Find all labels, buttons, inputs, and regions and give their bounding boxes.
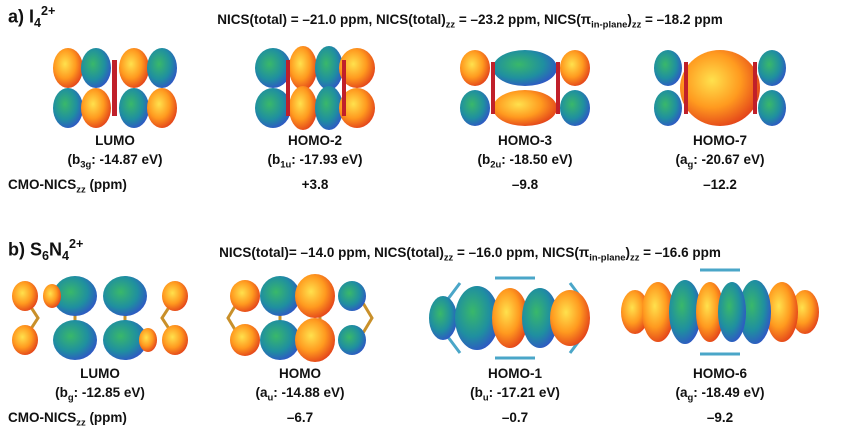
orbital-homo2-a xyxy=(255,46,375,130)
text-segment: (b xyxy=(470,385,483,400)
text-segment: NICS(total) = –21.0 ppm, NICS(total) xyxy=(217,12,445,27)
text-segment: zz xyxy=(76,417,85,428)
orbital-homo7-a xyxy=(654,50,786,126)
text-segment: 2u xyxy=(490,159,501,170)
row-label: CMO-NICSzz (ppm) xyxy=(8,177,127,195)
orbital-energy: (b1u: -17.93 eV) xyxy=(267,152,362,170)
text-segment: N xyxy=(49,240,62,260)
orbital-energy: (ag: -18.49 eV) xyxy=(675,385,764,403)
text-segment: 6 xyxy=(42,249,49,263)
orbital-energy: (ag: -20.67 eV) xyxy=(675,152,764,170)
text-segment: 4 xyxy=(62,249,69,263)
text-segment: (b xyxy=(67,152,80,167)
text-segment: in-plane xyxy=(589,252,625,263)
orbital-name: HOMO-2 xyxy=(288,133,342,148)
panel-label: a) I42+ xyxy=(8,4,55,30)
text-segment: 1u xyxy=(280,159,291,170)
orbital-energy: (bg: -12.85 eV) xyxy=(55,385,145,403)
orbital-homo-b xyxy=(228,274,372,362)
text-segment: zz xyxy=(446,19,455,30)
text-segment: zz xyxy=(76,184,85,195)
text-segment: : -12.85 eV) xyxy=(74,385,145,400)
cmo-nics-value: +3.8 xyxy=(302,177,329,192)
text-segment: = –23.2 ppm, NICS(π xyxy=(455,12,591,27)
text-segment: (b xyxy=(477,152,490,167)
text-segment: : -14.87 eV) xyxy=(91,152,162,167)
nics-summary: NICS(total)= –14.0 ppm, NICS(total)zz = … xyxy=(219,245,721,263)
orbital-name: HOMO xyxy=(279,366,321,381)
text-segment: : -17.93 eV) xyxy=(291,152,362,167)
text-segment: (b xyxy=(267,152,280,167)
text-segment: in-plane xyxy=(591,19,627,30)
text-segment: : -14.88 eV) xyxy=(273,385,344,400)
text-segment: 4 xyxy=(34,16,41,30)
cmo-nics-value: –9.8 xyxy=(512,177,538,192)
text-segment: zz xyxy=(630,252,639,263)
cmo-nics-value: –9.2 xyxy=(707,410,733,425)
nics-summary: NICS(total) = –21.0 ppm, NICS(total)zz =… xyxy=(217,12,722,30)
text-segment: : -18.49 eV) xyxy=(693,385,764,400)
orbital-name: LUMO xyxy=(80,366,120,381)
orbital-name: HOMO-7 xyxy=(693,133,747,148)
cmo-nics-value: –0.7 xyxy=(502,410,528,425)
orbital-name: HOMO-3 xyxy=(498,133,552,148)
orbital-energy: (au: -14.88 eV) xyxy=(255,385,344,403)
text-segment: zz xyxy=(444,252,453,263)
text-segment: : -20.67 eV) xyxy=(693,152,764,167)
orbital-homo3-a xyxy=(460,50,590,126)
orbital-homo1-b xyxy=(429,278,590,358)
text-segment: (a xyxy=(675,152,687,167)
text-segment: (ppm) xyxy=(86,177,127,192)
text-segment: = –18.2 ppm xyxy=(641,12,722,27)
figure: a) I42+NICS(total) = –21.0 ppm, NICS(tot… xyxy=(0,0,845,432)
orbital-name: HOMO-6 xyxy=(693,366,747,381)
text-segment: a) I xyxy=(8,7,34,27)
text-segment: (b xyxy=(55,385,68,400)
text-segment: (a xyxy=(255,385,267,400)
text-segment: (ppm) xyxy=(86,410,127,425)
text-segment: CMO-NICS xyxy=(8,410,76,425)
text-segment: : -18.50 eV) xyxy=(501,152,572,167)
panel-label: b) S6N42+ xyxy=(8,237,83,263)
text-segment: b) S xyxy=(8,240,42,260)
text-segment: 3g xyxy=(80,159,91,170)
text-segment: = –16.6 ppm xyxy=(639,245,720,260)
orbital-name: HOMO-1 xyxy=(488,366,542,381)
orbital-name: LUMO xyxy=(95,133,135,148)
text-segment: : -17.21 eV) xyxy=(489,385,560,400)
text-segment: CMO-NICS xyxy=(8,177,76,192)
orbital-lumo-b xyxy=(12,276,188,360)
text-segment: zz xyxy=(632,19,641,30)
text-segment: (a xyxy=(675,385,687,400)
text-segment: NICS(total)= –14.0 ppm, NICS(total) xyxy=(219,245,444,260)
text-segment: 2+ xyxy=(69,237,83,251)
orbital-energy: (bu: -17.21 eV) xyxy=(470,385,560,403)
cmo-nics-value: –12.2 xyxy=(703,177,737,192)
orbital-homo6-b xyxy=(621,270,819,354)
orbital-energy: (b2u: -18.50 eV) xyxy=(477,152,572,170)
text-segment: 2+ xyxy=(41,4,55,18)
row-label: CMO-NICSzz (ppm) xyxy=(8,410,127,428)
orbital-energy: (b3g: -14.87 eV) xyxy=(67,152,162,170)
orbital-lumo-a xyxy=(53,48,177,128)
cmo-nics-value: –6.7 xyxy=(287,410,313,425)
text-segment: = –16.0 ppm, NICS(π xyxy=(453,245,589,260)
